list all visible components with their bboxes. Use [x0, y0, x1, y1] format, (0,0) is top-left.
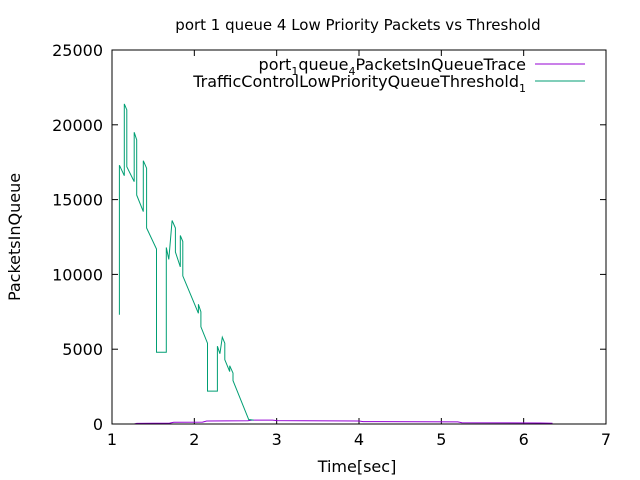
- legend-text-2a: TrafficControlLowPriorityQueueThreshold: [192, 72, 519, 91]
- plot-frame: [111, 49, 607, 425]
- y-tick-label-0: 0: [93, 415, 103, 434]
- legend-label-threshold: TrafficControlLowPriorityQueueThreshold1: [192, 72, 526, 95]
- x-tick-label-0: 1: [107, 430, 117, 449]
- legend-text-1e: PacketsInQueueTrace: [355, 55, 526, 74]
- series-line-1: [118, 103, 254, 421]
- x-tick-label-4: 5: [436, 430, 446, 449]
- legend-text-1a: port: [259, 55, 292, 74]
- y-tick-label-1: 5000: [62, 340, 103, 359]
- legend-text-1b: 1: [291, 65, 298, 78]
- legend-label-packets-in-queue-trace: port1queue4PacketsInQueueTrace: [259, 55, 526, 78]
- y-tick-label-5: 25000: [52, 41, 103, 60]
- series-line-0: [134, 419, 553, 425]
- legend: port1queue4PacketsInQueueTrace TrafficCo…: [192, 55, 585, 95]
- x-tick-label-5: 6: [519, 430, 529, 449]
- tick-labels: 1 2 3 4 5 6 7 0 5000 10000 15000 20000 25000: [52, 41, 611, 449]
- legend-text-1d: 4: [348, 65, 355, 78]
- legend-text-2b: 1: [519, 82, 526, 95]
- x-tick-label-1: 2: [189, 430, 199, 449]
- legend-text-1c: queue: [298, 55, 348, 74]
- x-axis-label: Time[sec]: [317, 457, 397, 476]
- y-tick-label-4: 20000: [52, 116, 103, 135]
- x-tick-label-3: 4: [354, 430, 364, 449]
- chart-title: port 1 queue 4 Low Priority Packets vs T…: [175, 16, 540, 34]
- series-layer: [118, 103, 553, 425]
- x-tick-label-2: 3: [272, 430, 282, 449]
- tick-marks: [111, 49, 607, 425]
- y-tick-label-3: 15000: [52, 191, 103, 210]
- x-tick-label-6: 7: [601, 430, 611, 449]
- y-tick-label-2: 10000: [52, 265, 103, 284]
- y-axis-label: PacketsInQueue: [5, 173, 24, 301]
